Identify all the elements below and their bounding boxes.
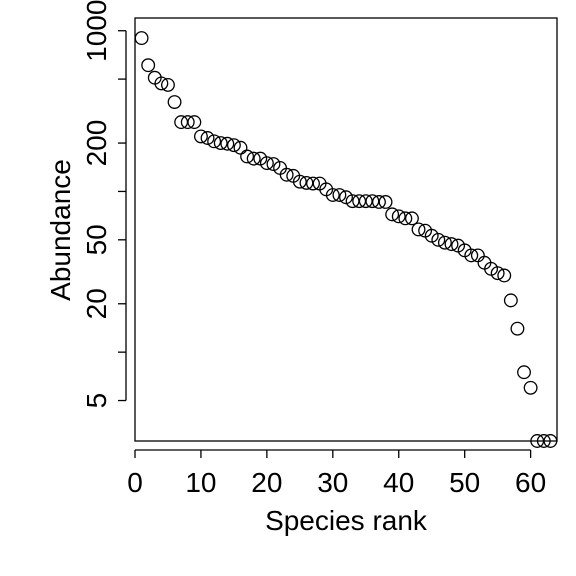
data-point <box>306 176 320 191</box>
x-tick-label: 40 <box>383 467 414 498</box>
data-point <box>503 293 518 308</box>
x-tick-label: 20 <box>251 467 282 498</box>
data-point <box>437 235 452 250</box>
data-point <box>292 174 307 189</box>
data-point <box>464 248 479 263</box>
data-point <box>141 58 156 73</box>
x-tick-label: 10 <box>185 467 216 498</box>
data-point <box>246 151 261 166</box>
data-point <box>372 195 386 209</box>
x-tick-label: 50 <box>449 467 480 498</box>
data-point <box>220 136 235 151</box>
data-point <box>424 228 439 243</box>
data-point <box>233 140 248 155</box>
data-point <box>510 321 525 336</box>
data-point <box>411 222 426 237</box>
data-point <box>134 31 149 46</box>
data-point <box>378 195 393 209</box>
x-tick-label: 60 <box>515 467 546 498</box>
data-point <box>240 149 255 164</box>
y-tick-label: 1000 <box>81 0 112 62</box>
data-point <box>226 138 241 153</box>
data-point <box>279 167 294 182</box>
data-point <box>193 129 208 144</box>
data-point <box>167 95 182 109</box>
data-point <box>391 209 406 224</box>
data-point <box>523 380 538 395</box>
y-tick-label: 20 <box>81 288 112 319</box>
data-point <box>517 365 531 380</box>
data-point <box>497 268 512 283</box>
data-point <box>536 434 551 448</box>
data-points <box>134 31 558 448</box>
y-axis-label: Abundance <box>45 159 76 301</box>
data-point <box>154 76 169 91</box>
data-point <box>213 136 228 151</box>
y-tick-label: 50 <box>81 224 112 255</box>
y-tick-label: 200 <box>81 120 112 167</box>
plot-frame <box>134 17 558 442</box>
data-point <box>431 232 446 247</box>
x-tick-label: 30 <box>317 467 348 498</box>
data-point <box>259 156 274 171</box>
data-point <box>325 188 340 202</box>
x-axis: 0 10 20 30 40 50 60 <box>127 449 546 498</box>
data-point <box>332 188 347 202</box>
data-point <box>200 131 215 145</box>
data-point <box>490 266 505 281</box>
data-point <box>385 207 400 222</box>
data-point <box>207 134 222 149</box>
data-point <box>266 157 281 172</box>
y-tick-label: 5 <box>81 393 112 409</box>
data-point <box>180 115 195 130</box>
x-axis-label: Species rank <box>265 505 428 536</box>
data-point <box>187 115 202 130</box>
data-point <box>444 237 459 252</box>
data-point <box>404 211 419 226</box>
data-point <box>543 434 558 448</box>
data-point <box>398 211 413 226</box>
x-tick-label: 0 <box>127 467 143 498</box>
y-axis: 5 20 50 200 1000 <box>81 0 127 409</box>
data-point <box>339 190 353 205</box>
data-point <box>161 77 175 92</box>
